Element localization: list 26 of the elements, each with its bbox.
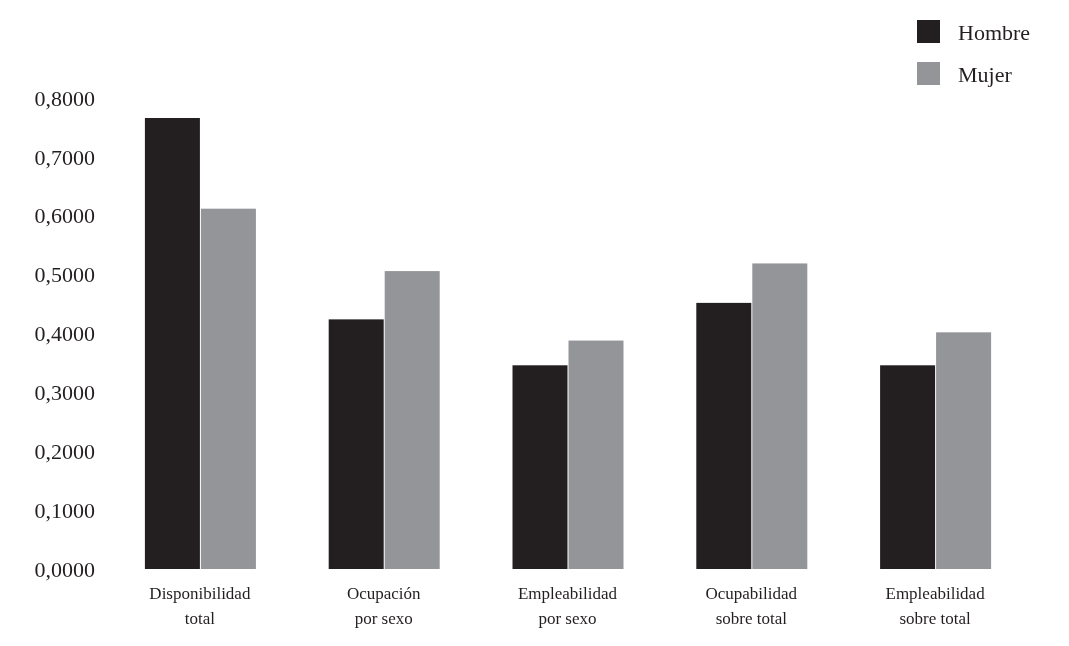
- bar: [936, 332, 992, 569]
- legend-label: Mujer: [958, 61, 1013, 87]
- x-tick-label: Ocupabilidad sobre total: [705, 584, 798, 628]
- x-tick-label: Empleabilidad por sexo: [517, 584, 618, 628]
- bar: [328, 319, 384, 569]
- bar: [200, 208, 256, 569]
- bar: [752, 263, 808, 569]
- bar: [144, 118, 200, 569]
- y-tick-label: 0,7000: [34, 144, 95, 170]
- y-tick-label: 0,4000: [34, 321, 95, 347]
- x-tick-label: Disponibilidad total: [149, 584, 251, 628]
- x-tick-label: Empleabilidad sobre total: [885, 584, 986, 628]
- y-tick-label: 0,8000: [34, 85, 95, 111]
- y-tick-label: 0,0000: [34, 556, 95, 582]
- y-tick-label: 0,1000: [34, 497, 95, 523]
- bar: [568, 340, 624, 569]
- legend-label: Hombre: [958, 19, 1031, 45]
- bar: [880, 365, 936, 569]
- y-tick-label: 0,5000: [34, 262, 95, 288]
- x-tick-label: Ocupación por sexo: [346, 584, 422, 628]
- bar: [696, 302, 752, 569]
- y-tick-label: 0,6000: [34, 203, 95, 229]
- bar: [512, 365, 568, 569]
- y-tick-label: 0,2000: [34, 438, 95, 464]
- y-tick-label: 0,3000: [34, 380, 95, 406]
- bar: [384, 271, 440, 569]
